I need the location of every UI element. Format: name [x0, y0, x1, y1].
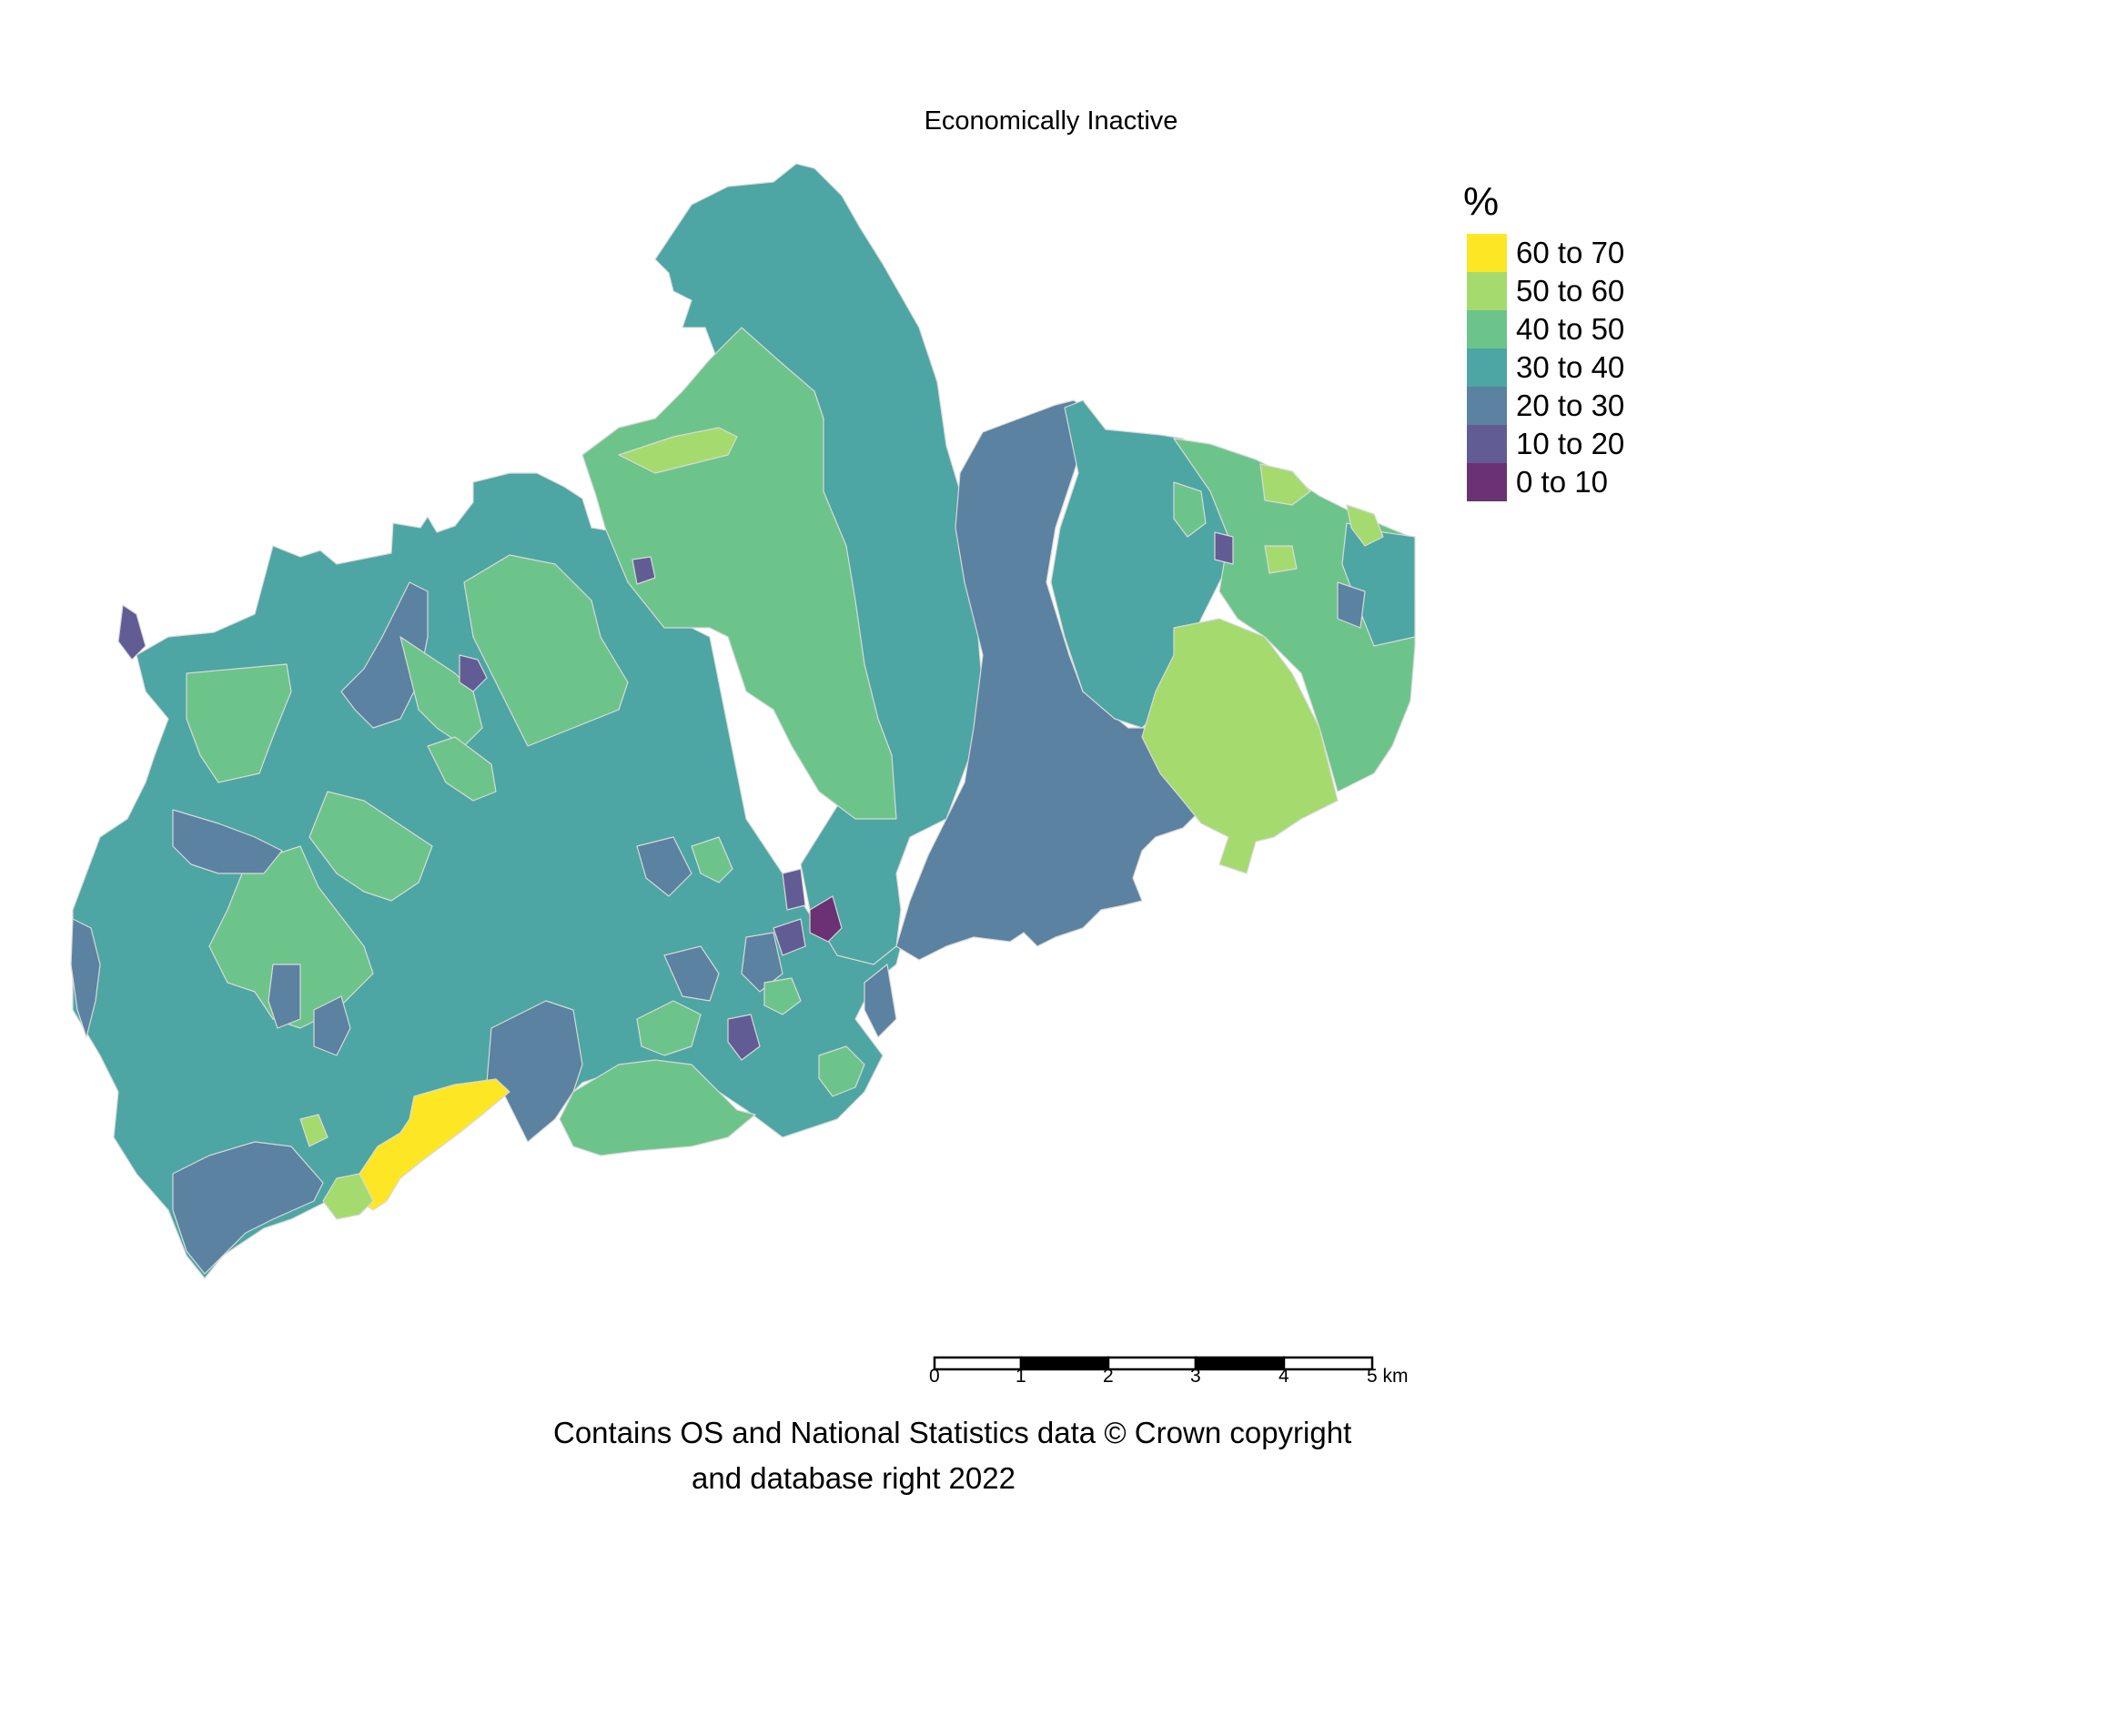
legend-swatch: [1467, 234, 1507, 272]
scale-tick-label: 3: [1190, 1366, 1201, 1387]
region-east-lightgreen: [1141, 618, 1339, 874]
legend-label: 20 to 30: [1516, 389, 1625, 422]
legend-label: 40 to 50: [1516, 312, 1625, 346]
legend-label: 0 to 10: [1516, 465, 1608, 499]
region-cs-purple4: [782, 868, 806, 911]
region-central-purple: [459, 654, 488, 692]
legend-item: 0 to 10: [1463, 463, 1624, 501]
attribution-line-1: Contains OS and National Statistics data…: [553, 1416, 1352, 1449]
region-east-blue: [895, 399, 1202, 961]
region-cs-purple3: [727, 1014, 761, 1061]
legend-label: 30 to 40: [1516, 350, 1625, 384]
region-sw-lightgreen2: [299, 1114, 328, 1147]
region-cw-blue: [340, 581, 429, 729]
region-cs-green2: [818, 1045, 865, 1097]
region-sc-green: [559, 1059, 756, 1156]
region-east-pocket2: [1346, 504, 1384, 547]
legend-item: 20 to 30: [1463, 387, 1624, 425]
legend-item: 40 to 50: [1463, 310, 1624, 348]
region-central-green2: [427, 736, 497, 802]
region-central-green: [399, 636, 483, 747]
region-east-pocket5: [1214, 531, 1234, 565]
legend: % 60 to 70 50 to 60 40 to 50 30 to 40 20…: [1463, 177, 1624, 501]
region-cs-blue4: [864, 964, 897, 1038]
region-cs-green3: [763, 977, 802, 1015]
region-east-teal: [1050, 399, 1248, 729]
legend-swatch: [1467, 348, 1507, 387]
region-sw-green: [208, 845, 374, 1029]
map-title: Economically Inactive: [924, 106, 1178, 136]
legend-item: 30 to 40: [1463, 348, 1624, 387]
legend-label: 50 to 60: [1516, 274, 1625, 308]
region-east-pocket1: [1259, 463, 1311, 506]
legend-swatch: [1467, 425, 1507, 463]
legend-label: 10 to 20: [1516, 427, 1625, 460]
region-cs-purple1: [809, 895, 843, 943]
region-sc-green2: [636, 1000, 702, 1056]
region-cs-purple2: [773, 918, 806, 956]
legend-swatch: [1467, 463, 1507, 501]
scale-tick-label: 0: [929, 1366, 940, 1387]
region-cs-green1: [691, 836, 733, 883]
region-w-blue3: [268, 964, 301, 1029]
legend-item: 50 to 60: [1463, 272, 1624, 310]
legend-item: 60 to 70: [1463, 234, 1624, 272]
region-w-blue4: [313, 995, 351, 1056]
region-nw-green3: [186, 663, 292, 783]
region-w-purple: [117, 604, 147, 661]
region-west-green: [463, 554, 629, 747]
legend-swatch: [1467, 272, 1507, 310]
scale-tick-label: 2: [1103, 1366, 1114, 1387]
scale-tick-label: 1: [1016, 1366, 1026, 1387]
region-east-pocket6: [1264, 545, 1298, 574]
legend-title: %: [1463, 179, 1500, 224]
region-w-blue2: [70, 918, 101, 1038]
region-w-green2: [308, 791, 433, 902]
scale-tick-label: 4: [1278, 1366, 1289, 1387]
region-east-pocket4: [1173, 481, 1207, 538]
region-far-east: [1341, 522, 1416, 647]
region-yellow: [349, 1078, 510, 1211]
attribution-line-2: and database right 2022: [692, 1461, 1016, 1495]
legend-label: 60 to 70: [1516, 236, 1625, 269]
region-sw-blue: [172, 1141, 324, 1275]
region-nc-purple: [632, 556, 656, 585]
region-cs-blue3: [636, 836, 692, 897]
legend-item: 10 to 20: [1463, 425, 1624, 463]
legend-swatch: [1467, 387, 1507, 425]
region-east-pocket3: [1337, 581, 1366, 629]
legend-swatch: [1467, 310, 1507, 348]
attribution: Contains OS and National Statistics data…: [553, 1410, 1351, 1501]
region-sw-lightgreen: [322, 1173, 374, 1220]
region-central-lightgreen: [618, 427, 738, 474]
region-cs-blue1: [663, 945, 720, 1002]
region-w-blue1: [172, 809, 283, 874]
scale-tick-label: 5 km: [1367, 1366, 1409, 1387]
